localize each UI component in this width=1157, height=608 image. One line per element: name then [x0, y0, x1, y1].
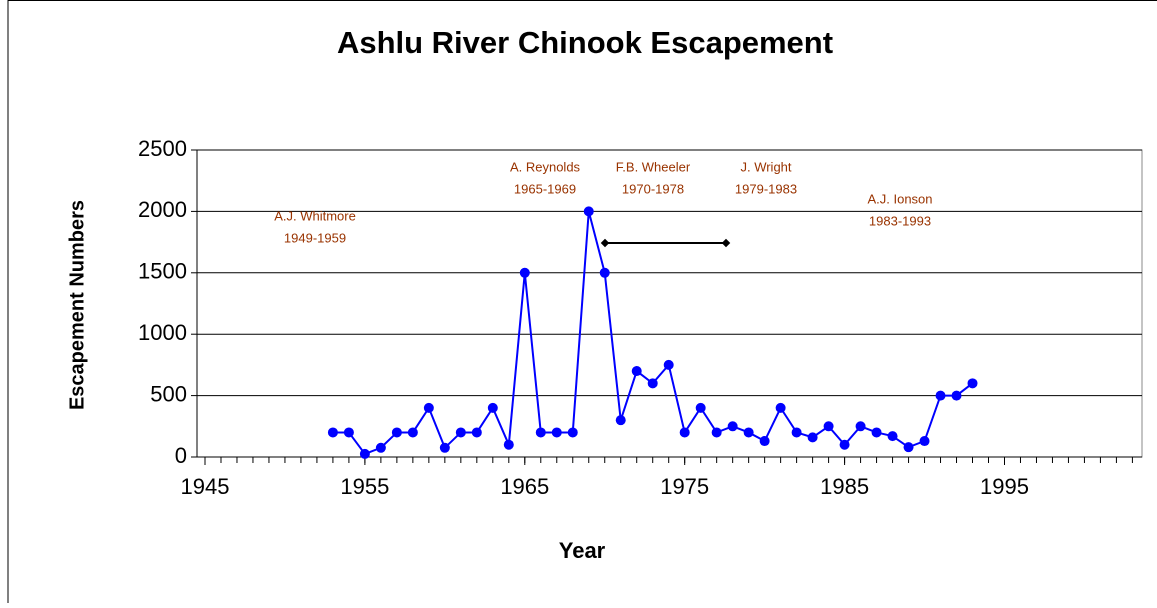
y-tick-label: 500	[150, 381, 187, 406]
data-point	[551, 427, 562, 438]
annotation-name: J. Wright	[740, 159, 791, 174]
annotation-period: 1983-1993	[869, 213, 931, 228]
data-point	[887, 431, 898, 442]
annotation-period: 1979-1983	[735, 181, 797, 196]
data-point	[359, 448, 370, 459]
y-tick-label: 1500	[138, 259, 187, 284]
data-point	[727, 421, 738, 432]
x-tick-label: 1995	[980, 474, 1029, 499]
x-tick-label: 1985	[820, 474, 869, 499]
data-point	[807, 432, 818, 443]
annotation-period: 1949-1959	[284, 230, 346, 245]
data-point	[375, 442, 386, 453]
annotation-name: A. Reynolds	[510, 159, 581, 174]
data-point	[759, 436, 770, 447]
data-point	[615, 415, 626, 426]
y-tick-label: 2000	[138, 197, 187, 222]
data-point	[711, 427, 722, 438]
data-point	[567, 427, 578, 438]
data-point	[503, 439, 514, 450]
chart-title: Ashlu River Chinook Escapement	[337, 25, 833, 60]
data-point	[903, 442, 914, 453]
x-tick-label: 1955	[340, 474, 389, 499]
data-point	[407, 427, 418, 438]
data-point	[327, 427, 338, 438]
x-tick-label: 1975	[660, 474, 709, 499]
data-point	[967, 378, 978, 389]
annotation-name: A.J. Ionson	[867, 191, 932, 206]
data-point	[663, 359, 674, 370]
annotation-period: 1970-1978	[622, 181, 684, 196]
data-point	[935, 390, 946, 401]
data-point	[855, 421, 866, 432]
data-point	[823, 421, 834, 432]
data-point	[487, 402, 498, 413]
annotation-period: 1965-1969	[514, 181, 576, 196]
data-point	[679, 427, 690, 438]
annotation-name: A.J. Whitmore	[274, 208, 356, 223]
x-axis-label: Year	[559, 538, 606, 563]
data-point	[951, 390, 962, 401]
x-tick-label: 1965	[500, 474, 549, 499]
data-point	[343, 427, 354, 438]
data-point	[743, 427, 754, 438]
data-point	[519, 267, 530, 278]
data-point	[839, 439, 850, 450]
y-axis-label: Escapement Numbers	[66, 200, 88, 410]
x-tick-label: 1945	[181, 474, 230, 499]
data-point	[791, 427, 802, 438]
data-point	[391, 427, 402, 438]
data-point	[583, 206, 594, 217]
plot-area	[196, 149, 1143, 458]
data-point	[439, 442, 450, 453]
data-point	[599, 267, 610, 278]
data-point	[631, 366, 642, 377]
y-tick-label: 0	[175, 443, 187, 468]
y-tick-label: 1000	[138, 320, 187, 345]
data-point	[775, 402, 786, 413]
data-point	[455, 427, 466, 438]
data-point	[647, 378, 658, 389]
data-point	[695, 402, 706, 413]
annotation-name: F.B. Wheeler	[616, 159, 691, 174]
data-point	[423, 402, 434, 413]
y-tick-label: 2500	[138, 136, 187, 161]
data-point	[535, 427, 546, 438]
data-point	[471, 427, 482, 438]
data-point	[871, 427, 882, 438]
data-point	[919, 436, 930, 447]
